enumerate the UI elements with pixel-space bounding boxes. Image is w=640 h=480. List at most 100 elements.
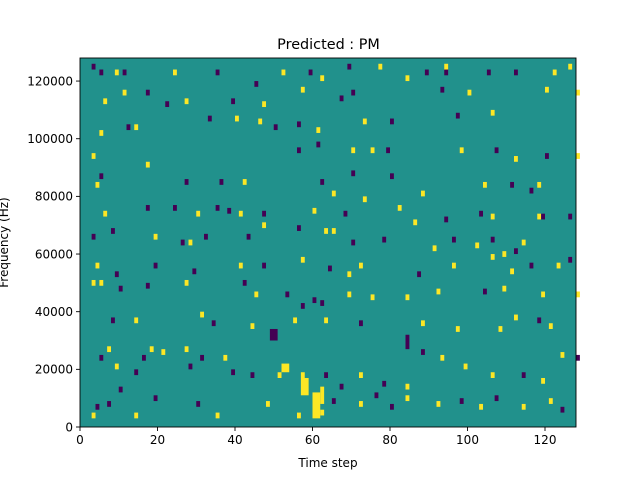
heatmap-cell — [320, 386, 325, 404]
heatmap-cell — [95, 262, 100, 269]
heatmap-cell — [374, 392, 379, 399]
heatmap-cell — [145, 282, 150, 289]
heatmap-cell — [331, 398, 336, 404]
heatmap-cell — [537, 181, 542, 188]
heatmap-cell — [266, 401, 270, 407]
heatmap-cell — [455, 326, 460, 332]
heatmap-cell — [173, 69, 177, 76]
heatmap-cell — [405, 294, 410, 301]
heatmap-cell — [118, 386, 123, 393]
heatmap-cell — [95, 181, 100, 188]
heatmap-cell — [281, 69, 286, 76]
heatmap-cell — [521, 239, 526, 246]
heatmap-cell — [537, 213, 542, 220]
heatmap-cell — [359, 372, 363, 378]
heatmap-cell — [99, 69, 104, 76]
heatmap-cell — [111, 228, 115, 234]
heatmap-cell — [192, 268, 197, 275]
heatmap-cell — [467, 89, 472, 96]
heatmap-cell — [529, 187, 534, 194]
heatmap-cell — [215, 69, 220, 76]
heatmap-cell — [300, 86, 305, 93]
heatmap-cell — [529, 262, 534, 269]
heatmap-cell — [227, 207, 232, 214]
heatmap-cell — [312, 297, 317, 304]
heatmap-cell — [444, 216, 449, 223]
heatmap-cell — [514, 248, 518, 255]
heatmap-cell — [308, 69, 313, 76]
heatmap-cell — [370, 147, 375, 154]
heatmap-cell — [421, 349, 425, 355]
heatmap-cell — [262, 210, 267, 217]
heatmap-cell — [541, 291, 546, 298]
heatmap-cell — [277, 372, 282, 378]
x-axis: 0 20 40 60 80 100 120 — [76, 427, 556, 447]
y-tick-label: 20000 — [35, 363, 73, 377]
heatmap-cell — [548, 398, 553, 404]
heatmap-cell — [145, 161, 150, 168]
heatmap-cell — [180, 239, 185, 246]
heatmap-cell — [103, 98, 108, 105]
heatmap-cell — [490, 372, 495, 378]
heatmap-cell — [285, 291, 290, 298]
heatmap-cell — [238, 262, 243, 269]
heatmap-cell — [173, 205, 177, 211]
heatmap-cell — [95, 403, 100, 410]
heatmap-cell — [347, 291, 352, 298]
heatmap-cell — [320, 75, 325, 82]
heatmap-cell — [235, 115, 239, 122]
heatmap-cell — [153, 395, 158, 402]
heatmap-cell — [91, 153, 96, 159]
heatmap-cell — [324, 317, 329, 324]
heatmap-cell — [459, 398, 464, 404]
heatmap-cell — [316, 141, 321, 148]
heatmap-cell — [99, 279, 104, 286]
heatmap-cell — [440, 354, 445, 361]
heatmap-cell — [262, 101, 267, 108]
heatmap-cell — [424, 69, 429, 76]
heatmap-cell — [242, 279, 247, 286]
heatmap-cell — [502, 285, 507, 292]
heatmap-cell — [455, 112, 460, 119]
heatmap-cell — [184, 346, 189, 353]
heatmap-cell — [328, 265, 332, 272]
heatmap-cell — [351, 89, 356, 96]
heatmap-cell — [331, 228, 336, 234]
heatmap-cell — [545, 153, 549, 159]
heatmap-cell — [498, 326, 503, 332]
heatmap-cell — [103, 210, 108, 217]
heatmap-cell — [541, 377, 546, 384]
heatmap-cell — [297, 225, 301, 231]
heatmap-cell — [316, 127, 321, 133]
heatmap-cell — [479, 403, 484, 410]
heatmap-cell — [269, 328, 278, 341]
heatmap-cell — [494, 147, 499, 154]
heatmap-cell — [184, 279, 189, 286]
heatmap-cell — [107, 401, 112, 407]
heatmap-cell — [514, 156, 518, 162]
heatmap-cell — [300, 303, 305, 309]
heatmap-cell — [475, 242, 480, 249]
heatmap-cell — [99, 173, 104, 180]
plot-frame — [79, 57, 577, 428]
heatmap-cell — [293, 317, 298, 324]
heatmap-cell — [537, 317, 542, 324]
heatmap-cell — [300, 377, 309, 396]
heatmap-cell — [320, 409, 325, 416]
heatmap-cell — [324, 372, 329, 378]
x-tick-label: 120 — [534, 433, 557, 447]
heatmap-cell — [359, 320, 363, 327]
heatmap-cell — [444, 69, 449, 76]
heatmap-cell — [134, 317, 139, 324]
heatmap-cell — [568, 63, 573, 70]
y-tick-label: 60000 — [35, 247, 73, 261]
heatmap-cell — [502, 251, 507, 257]
heatmap-cell — [362, 196, 367, 203]
y-tick-label: 120000 — [27, 74, 73, 88]
x-axis-label: Time step — [297, 456, 357, 470]
heatmap-cell — [165, 101, 170, 108]
heatmap-cell — [122, 69, 127, 76]
heatmap-cell — [300, 256, 305, 263]
heatmap-cell — [510, 268, 515, 275]
